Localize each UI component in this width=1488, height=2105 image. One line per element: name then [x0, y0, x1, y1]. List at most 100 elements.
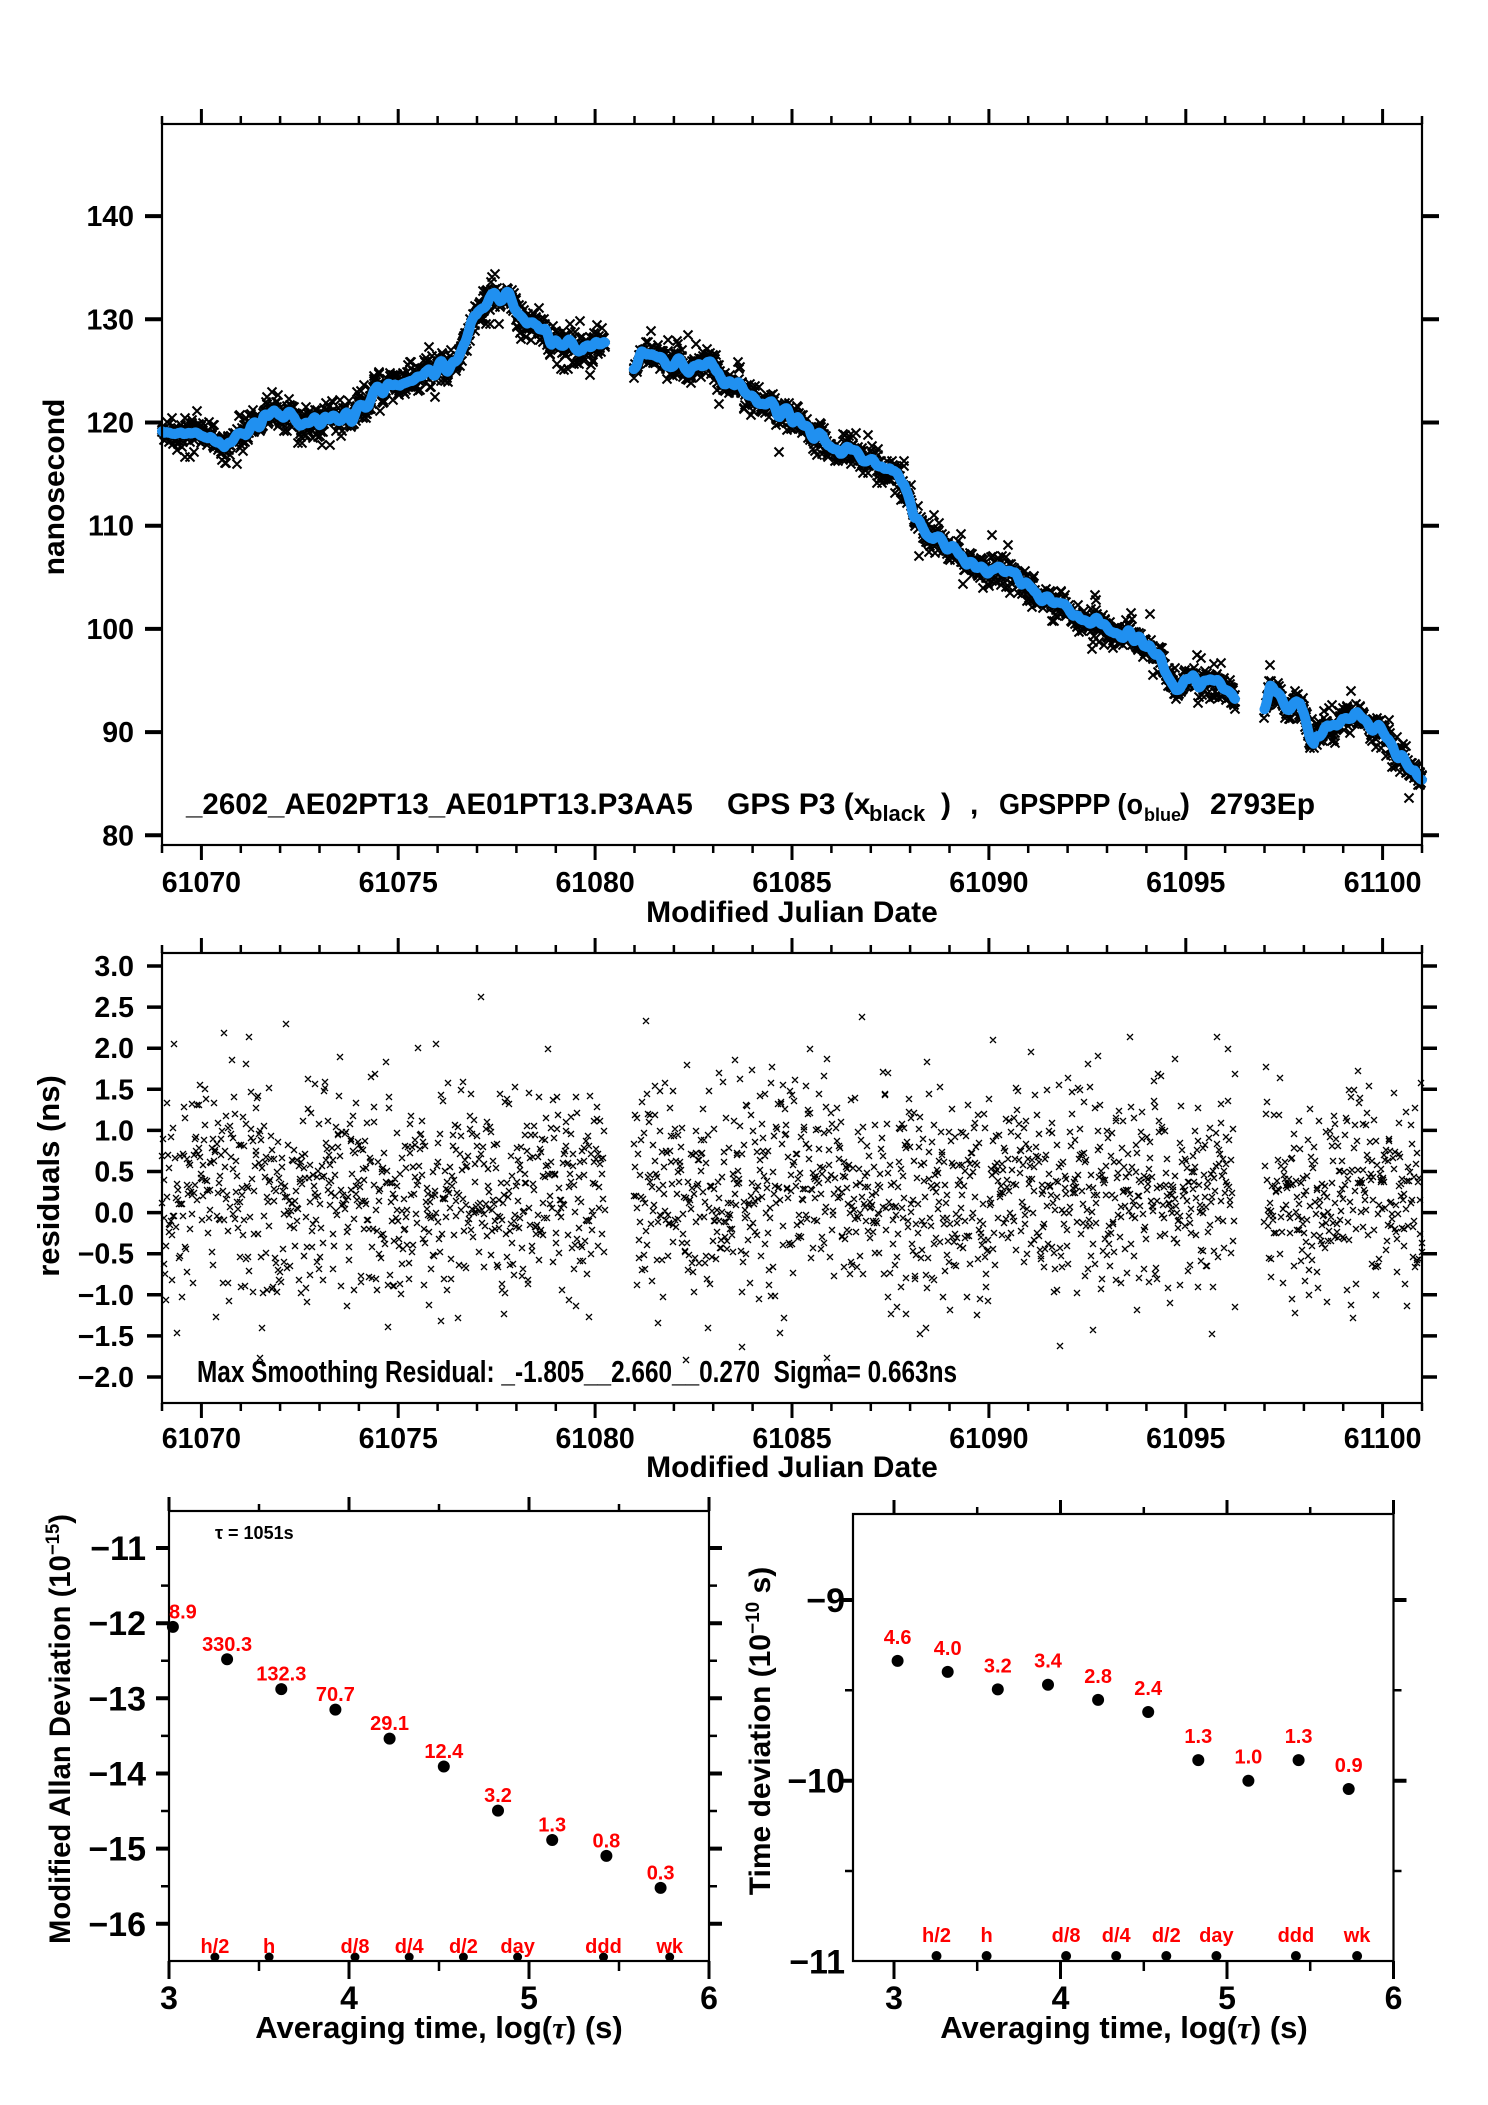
svg-text:−11: −11	[789, 1943, 845, 1981]
svg-text:1.3: 1.3	[1184, 1726, 1212, 1748]
svg-text:0.9: 0.9	[1335, 1755, 1363, 1777]
svg-text:6: 6	[1385, 1980, 1403, 2016]
svg-text:d/2: d/2	[449, 1936, 478, 1958]
svg-text:−14: −14	[88, 1756, 146, 1794]
svg-text:3.2: 3.2	[484, 1785, 512, 1807]
svg-text:3: 3	[160, 1980, 178, 2016]
svg-text:day: day	[1199, 1925, 1234, 1947]
svg-text:61085: 61085	[752, 867, 831, 899]
svg-text:−12: −12	[88, 1605, 146, 1643]
svg-text:0.5: 0.5	[94, 1157, 134, 1189]
svg-text:d/8: d/8	[341, 1936, 370, 1958]
svg-text:132.3: 132.3	[256, 1664, 306, 1686]
svg-text:−13: −13	[88, 1680, 146, 1718]
svg-text:130: 130	[86, 304, 134, 336]
svg-text:−11: −11	[90, 1530, 146, 1568]
svg-text:110: 110	[88, 511, 134, 543]
svg-text:0.8: 0.8	[592, 1830, 620, 1852]
svg-text:−1.0: −1.0	[78, 1280, 134, 1312]
svg-text:4.6: 4.6	[884, 1627, 912, 1649]
svg-text:3.2: 3.2	[984, 1655, 1012, 1677]
svg-text:1.5: 1.5	[94, 1074, 134, 1106]
svg-text:61100: 61100	[1344, 867, 1422, 899]
svg-text:29.1: 29.1	[370, 1713, 409, 1735]
svg-text:GPS P3 (x: GPS P3 (x	[727, 788, 871, 821]
svg-text:wk: wk	[1343, 1925, 1372, 1947]
svg-text:−9: −9	[806, 1582, 845, 1620]
svg-text:d/4: d/4	[1102, 1925, 1132, 1947]
svg-text:h/2: h/2	[200, 1936, 229, 1958]
svg-text:1.3: 1.3	[538, 1815, 566, 1837]
svg-text:61085: 61085	[752, 1423, 831, 1455]
svg-text:61090: 61090	[949, 1423, 1028, 1455]
svg-text:τ = 1051s: τ = 1051s	[215, 1523, 294, 1543]
svg-text:61075: 61075	[359, 1423, 438, 1455]
svg-text:4: 4	[340, 1980, 358, 2016]
svg-text:6: 6	[700, 1980, 718, 2016]
svg-text:3.4: 3.4	[1034, 1651, 1063, 1673]
svg-text:8.9: 8.9	[169, 1601, 197, 1623]
svg-text:90: 90	[102, 717, 134, 749]
svg-text:d/8: d/8	[1052, 1925, 1081, 1947]
svg-text:5: 5	[520, 1980, 538, 2016]
svg-text:61070: 61070	[162, 867, 241, 899]
svg-text:−0.5: −0.5	[78, 1239, 134, 1271]
svg-text:h: h	[263, 1936, 275, 1958]
svg-text:,: ,	[970, 788, 978, 821]
svg-text:61080: 61080	[555, 867, 634, 899]
svg-text:residuals (ns): residuals (ns)	[31, 1075, 66, 1277]
svg-text:−1.5: −1.5	[78, 1321, 134, 1353]
svg-text:1.0: 1.0	[1234, 1747, 1262, 1769]
svg-text:3.0: 3.0	[94, 951, 134, 983]
svg-text:4.0: 4.0	[934, 1638, 962, 1660]
svg-text:80: 80	[102, 820, 134, 852]
svg-text:61090: 61090	[949, 867, 1028, 899]
svg-text:Modified Julian Date: Modified Julian Date	[646, 1451, 938, 1484]
svg-text:5: 5	[1218, 1980, 1236, 2016]
svg-text:d/2: d/2	[1152, 1925, 1181, 1947]
svg-text:_2602_AE02PT13_AE01PT13.P3AA5: _2602_AE02PT13_AE01PT13.P3AA5	[185, 788, 693, 821]
svg-text:wk: wk	[655, 1936, 684, 1958]
svg-text:2.8: 2.8	[1084, 1666, 1112, 1688]
svg-text:−15: −15	[88, 1831, 146, 1869]
svg-text:61095: 61095	[1146, 1423, 1225, 1455]
svg-text:2.5: 2.5	[94, 992, 134, 1024]
svg-text:Averaging time, log(τ) (s): Averaging time, log(τ) (s)	[255, 2010, 622, 2045]
svg-text:120: 120	[86, 408, 134, 440]
svg-text:61095: 61095	[1146, 867, 1225, 899]
svg-text:): )	[1180, 788, 1190, 821]
svg-text:): )	[941, 788, 951, 821]
svg-text:Max Smoothing Residual: _-1.80: Max Smoothing Residual: _-1.805__2.660__…	[197, 1354, 957, 1389]
svg-text:2.0: 2.0	[94, 1033, 134, 1065]
svg-text:day: day	[500, 1936, 535, 1958]
svg-text:h: h	[980, 1925, 992, 1947]
svg-text:0.3: 0.3	[647, 1862, 675, 1884]
svg-text:330.3: 330.3	[202, 1634, 252, 1656]
svg-text:61080: 61080	[555, 1423, 634, 1455]
svg-text:4: 4	[1052, 1980, 1070, 2016]
svg-text:Modified Julian Date: Modified Julian Date	[646, 896, 938, 929]
svg-text:GPSPPP (o: GPSPPP (o	[999, 789, 1143, 821]
svg-text:12.4: 12.4	[424, 1741, 464, 1763]
svg-text:blue: blue	[1144, 805, 1181, 825]
svg-text:nanosecond: nanosecond	[38, 399, 71, 576]
svg-text:−16: −16	[88, 1906, 146, 1944]
svg-text:ddd: ddd	[585, 1936, 622, 1958]
svg-text:2.4: 2.4	[1134, 1678, 1163, 1700]
svg-text:61070: 61070	[162, 1423, 241, 1455]
svg-text:1.0: 1.0	[94, 1115, 134, 1147]
svg-text:1.3: 1.3	[1285, 1726, 1313, 1748]
svg-text:61100: 61100	[1344, 1423, 1422, 1455]
svg-text:Modified Allan Deviation (10−1: Modified Allan Deviation (10−15)	[43, 1514, 77, 1944]
svg-text:ddd: ddd	[1278, 1925, 1315, 1947]
svg-text:−10: −10	[787, 1763, 845, 1801]
svg-text:70.7: 70.7	[316, 1684, 355, 1706]
svg-text:Averaging time, log(τ) (s): Averaging time, log(τ) (s)	[940, 2010, 1307, 2045]
svg-text:61075: 61075	[359, 867, 438, 899]
svg-text:d/4: d/4	[395, 1936, 425, 1958]
svg-text:100: 100	[86, 614, 134, 646]
svg-text:140: 140	[86, 201, 134, 233]
svg-text:−2.0: −2.0	[78, 1362, 134, 1394]
svg-text:black: black	[869, 801, 926, 826]
svg-text:h/2: h/2	[922, 1925, 951, 1947]
